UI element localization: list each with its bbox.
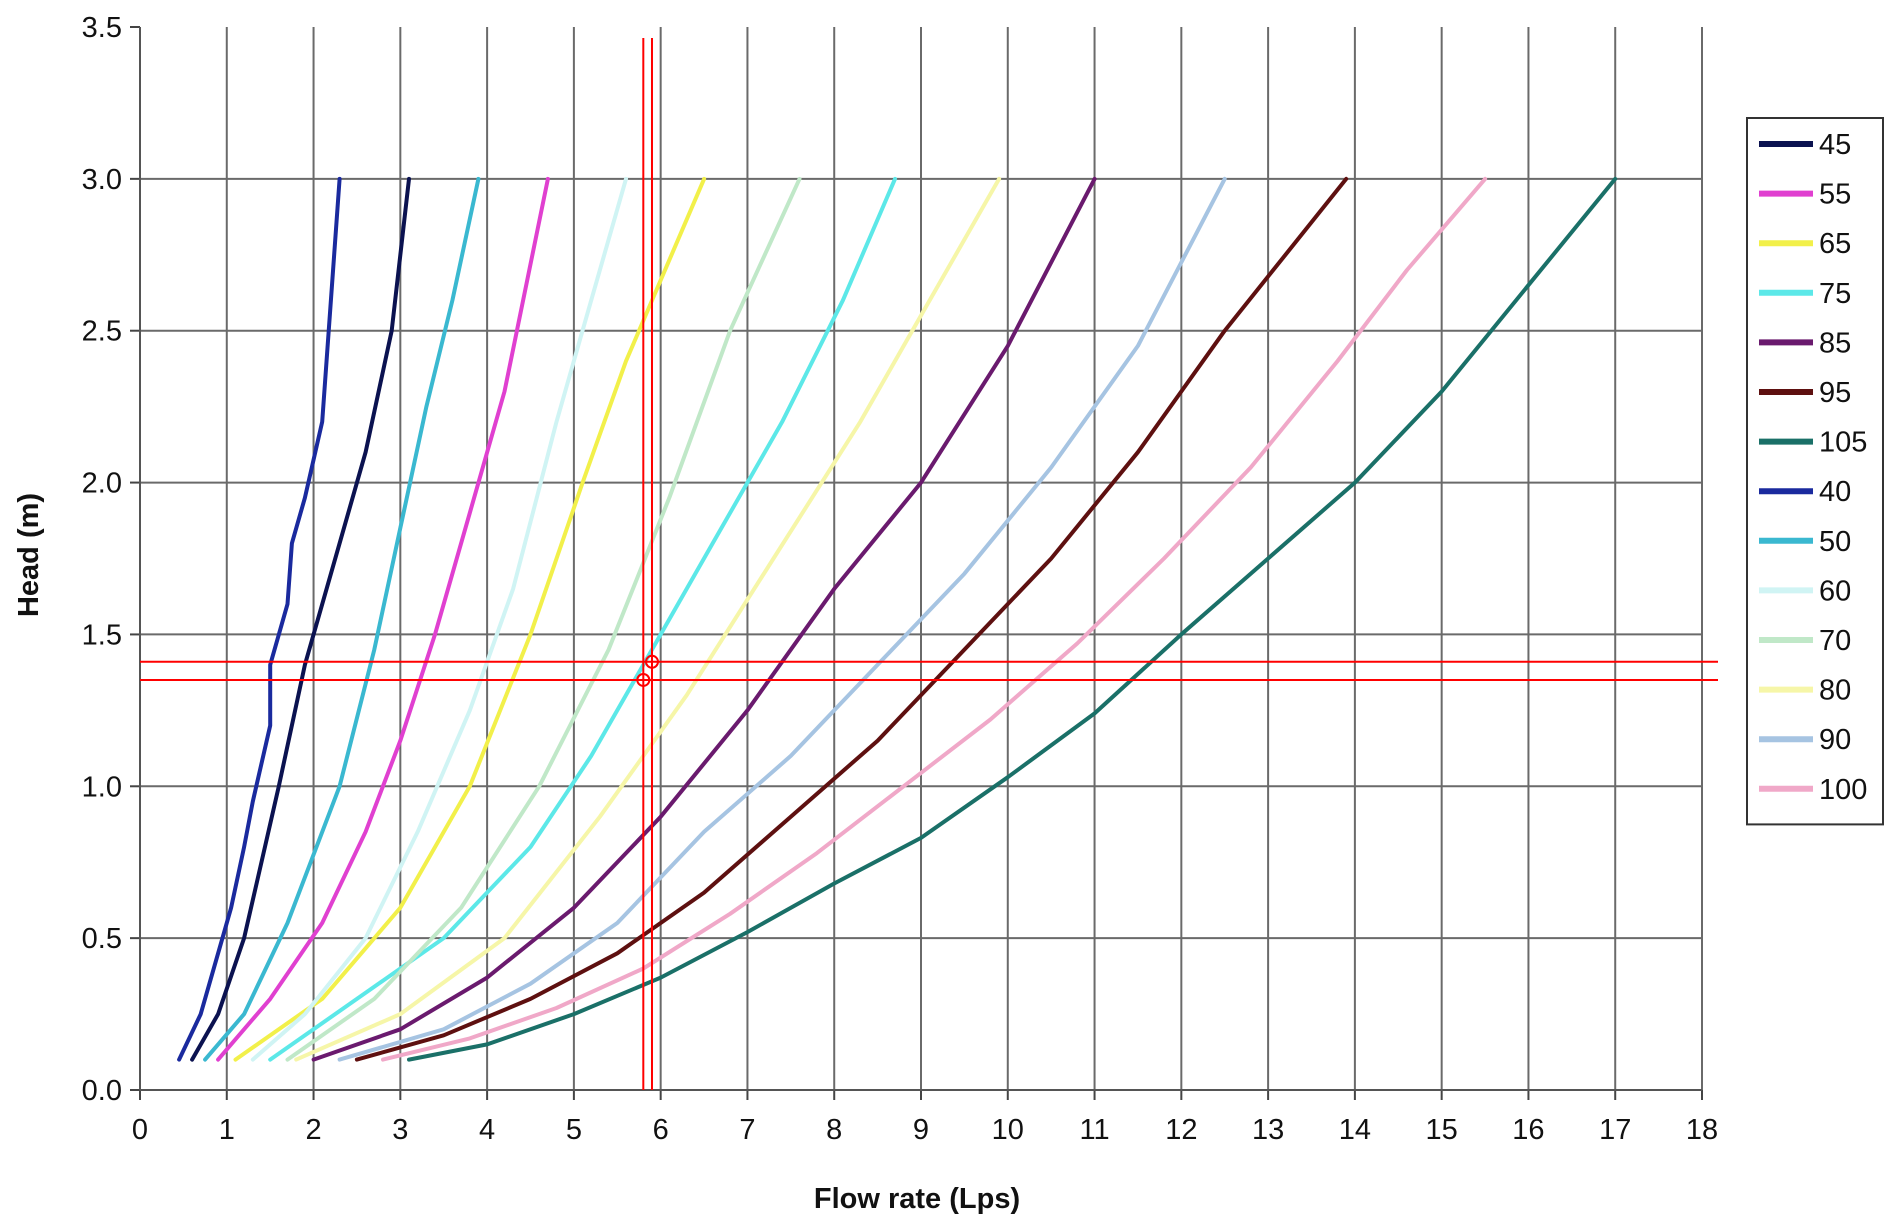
legend-box bbox=[1746, 117, 1884, 826]
series-line-60 bbox=[250, 176, 628, 1062]
x-tick-label: 5 bbox=[566, 1114, 582, 1146]
legend-label: 100 bbox=[1819, 774, 1867, 806]
legend-label: 75 bbox=[1819, 278, 1851, 310]
reference-lines bbox=[140, 38, 1718, 1090]
series-line-95 bbox=[354, 176, 1349, 1062]
y-tick-label: 0.0 bbox=[82, 1075, 122, 1107]
legend-label: 95 bbox=[1819, 377, 1851, 409]
y-tick-label: 2.5 bbox=[82, 316, 122, 348]
legend-label: 80 bbox=[1819, 675, 1851, 707]
x-tick-label: 15 bbox=[1426, 1114, 1458, 1146]
legend-label: 85 bbox=[1819, 327, 1851, 359]
legend-label: 45 bbox=[1819, 129, 1851, 161]
y-tick-label: 1.5 bbox=[82, 619, 122, 651]
x-tick-label: 3 bbox=[392, 1114, 408, 1146]
legend-label: 90 bbox=[1819, 724, 1851, 756]
legend-label: 55 bbox=[1819, 179, 1851, 211]
legend-label: 50 bbox=[1819, 526, 1851, 558]
x-tick-label: 14 bbox=[1339, 1114, 1371, 1146]
x-tick-label: 8 bbox=[826, 1114, 842, 1146]
x-tick-label: 2 bbox=[305, 1114, 321, 1146]
legend-label: 105 bbox=[1819, 427, 1867, 459]
x-tick-label: 7 bbox=[739, 1114, 755, 1146]
x-tick-label: 12 bbox=[1165, 1114, 1197, 1146]
x-tick-label: 16 bbox=[1512, 1114, 1544, 1146]
x-axis-title: Flow rate (Lps) bbox=[814, 1183, 1020, 1215]
reference-marker bbox=[636, 672, 651, 687]
reference-marker bbox=[644, 654, 659, 669]
series-line-90 bbox=[337, 176, 1227, 1062]
series-line-65 bbox=[233, 176, 707, 1062]
axes: 0 1 2 3 4 5 6 7 8 9 10 11 12 13 14 15 16 17 180.00.51.01.5… bbox=[82, 12, 1718, 1146]
legend-label: 65 bbox=[1819, 228, 1851, 260]
x-tick-label: 10 bbox=[992, 1114, 1024, 1146]
y-tick-label: 3.0 bbox=[82, 164, 122, 196]
legend: 45 55 65 75 85 95 105 40 50 60 70 80 90 100 bbox=[1746, 117, 1884, 826]
series-line-85 bbox=[311, 176, 1097, 1062]
legend-label: 70 bbox=[1819, 625, 1851, 657]
series-line-50 bbox=[203, 176, 481, 1062]
series-layer bbox=[177, 176, 1618, 1062]
y-tick-label: 0.5 bbox=[82, 923, 122, 955]
x-tick-label: 11 bbox=[1080, 1114, 1110, 1146]
series-line-75 bbox=[268, 176, 897, 1062]
series-line-105 bbox=[407, 176, 1618, 1062]
series-line-45 bbox=[190, 176, 411, 1062]
series-line-100 bbox=[381, 176, 1488, 1062]
x-tick-label: 17 bbox=[1599, 1114, 1631, 1146]
x-tick-label: 18 bbox=[1686, 1114, 1718, 1146]
x-tick-label: 9 bbox=[913, 1114, 929, 1146]
grid bbox=[139, 27, 1703, 1090]
x-tick-label: 1 bbox=[219, 1114, 235, 1146]
legend-label: 60 bbox=[1819, 575, 1851, 607]
y-tick-label: 1.0 bbox=[82, 771, 122, 803]
y-axis-title: Head (m) bbox=[13, 493, 45, 617]
series-line-40 bbox=[177, 176, 342, 1062]
x-tick-label: 4 bbox=[479, 1114, 495, 1146]
x-tick-label: 6 bbox=[653, 1114, 669, 1146]
series-line-70 bbox=[285, 176, 802, 1062]
y-tick-label: 3.5 bbox=[82, 12, 122, 44]
y-tick-label: 2.0 bbox=[82, 468, 122, 500]
series-line-55 bbox=[216, 176, 550, 1062]
x-tick-label: 13 bbox=[1252, 1114, 1284, 1146]
legend-label: 40 bbox=[1819, 476, 1851, 508]
series-line-80 bbox=[294, 176, 1002, 1062]
x-tick-label: 0 bbox=[132, 1114, 148, 1146]
